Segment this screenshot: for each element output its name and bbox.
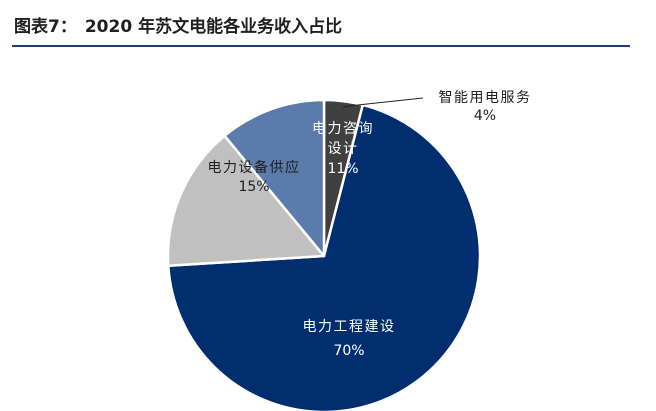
slice-category-label: 电力设备供应 [208,159,301,176]
slice-value-label: 15% [238,179,269,195]
slice-value-label: 70% [333,343,364,359]
slice-category-label: 智能用电服务 [439,90,532,106]
pie-slices [166,98,482,411]
figure-number: 图表7： [14,17,77,37]
slice-value-label: 4% [474,108,496,124]
leader-line [342,97,424,108]
figure-title: 图表7： 2020 年苏文电能各业务收入占比 [14,12,342,37]
slice-category-label: 电力工程建设 [303,319,396,335]
pie-slice [167,103,482,411]
figure-title-text: 2020 年苏文电能各业务收入占比 [84,17,343,37]
slice-category-label: 电力咨询 [312,121,374,137]
pie-slice [223,98,326,258]
title-underline [12,45,630,47]
slice-value-label: 11% [327,161,358,177]
slice-category-label: 设计 [328,141,359,157]
leader-lines [342,97,424,108]
pie-slice [166,134,326,268]
